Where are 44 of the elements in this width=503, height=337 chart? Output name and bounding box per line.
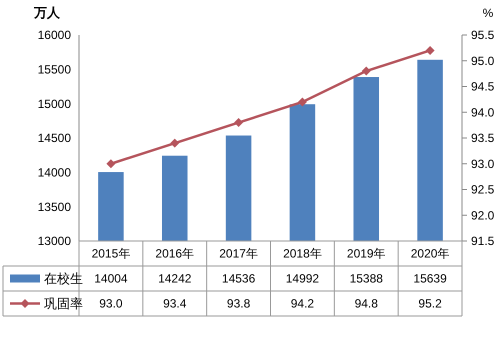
- y-tick-label: 15500: [38, 62, 72, 77]
- point: [106, 159, 116, 168]
- y2-tick-label: 93.5: [471, 131, 495, 146]
- data-label: 15639: [413, 272, 448, 286]
- point: [426, 46, 435, 55]
- y-tick-label: 14000: [38, 166, 72, 180]
- x-tick-label: 2018年: [283, 246, 322, 261]
- point: [234, 118, 244, 128]
- x-tick-label: 2020年: [410, 246, 450, 261]
- point: [362, 66, 371, 76]
- data-label: 14992: [286, 272, 320, 286]
- data-label: 15388: [350, 272, 384, 286]
- data-label: 93.0: [99, 296, 123, 311]
- y2-tick-label: 94.0: [471, 105, 495, 120]
- data-label: 14242: [158, 272, 192, 286]
- y2-tick-label: 93.0: [471, 156, 495, 171]
- y-tick-label: 14500: [38, 131, 72, 146]
- data-label: 94.8: [354, 296, 378, 311]
- y2-tick-label: 92.5: [471, 182, 495, 197]
- x-tick-label: 2019年: [346, 246, 386, 261]
- legend-label: 在校生: [44, 271, 83, 286]
- y2-tick-label: 91.5: [471, 234, 495, 248]
- point: [298, 97, 307, 106]
- data-label: 14536: [222, 272, 256, 286]
- y2-axis-title: %: [482, 6, 494, 20]
- data-label: 95.2: [418, 296, 442, 311]
- y2-tick-label: 95.5: [471, 28, 495, 42]
- data-label: 14004: [94, 272, 128, 286]
- x-tick-label: 2016年: [155, 246, 194, 261]
- x-tick-label: 2015年: [92, 246, 130, 261]
- point: [170, 138, 180, 148]
- y2-tick-label: 94.5: [471, 80, 495, 94]
- y-axis-title: 万人: [33, 5, 61, 20]
- data-label: 93.8: [226, 296, 251, 311]
- y-tick-label: 15000: [38, 96, 72, 111]
- data-label: 94.2: [290, 296, 314, 311]
- y-tick-label: 16000: [38, 28, 72, 42]
- legend-label: 巩固率: [44, 296, 83, 312]
- x-tick-label: 2017年: [219, 246, 258, 261]
- data-label: 93.4: [163, 296, 187, 311]
- y2-tick-label: 92.0: [471, 208, 495, 222]
- y-tick-label: 13000: [38, 234, 72, 248]
- y-tick-label: 13500: [38, 200, 72, 214]
- y2-tick-label: 95.0: [471, 54, 495, 68]
